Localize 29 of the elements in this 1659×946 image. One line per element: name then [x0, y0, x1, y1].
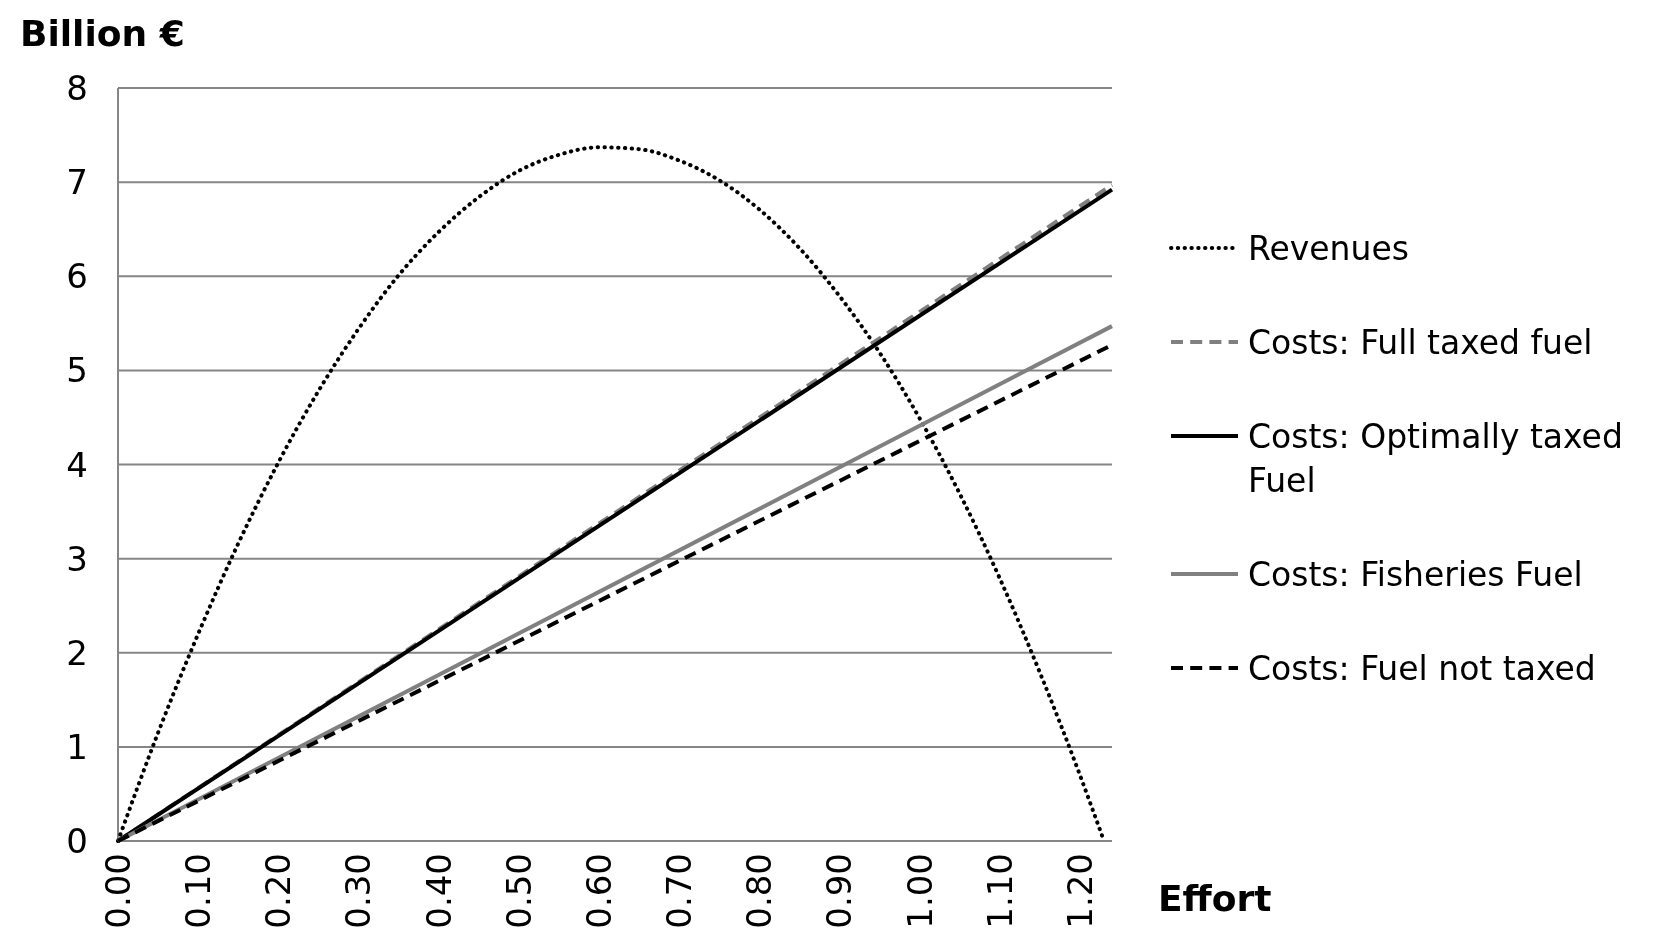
x-tick-label: 0.20 [258, 853, 299, 929]
x-tick-label: 0.40 [418, 853, 459, 929]
y-tick-label: 2 [66, 632, 88, 673]
x-tick-label: 1.00 [899, 853, 940, 929]
legend-label: Costs: Optimally taxed Fuel [1248, 416, 1623, 500]
x-tick-label: 0.80 [739, 853, 780, 929]
y-tick-label: 3 [66, 538, 88, 579]
x-tick-label: 0.10 [178, 853, 219, 929]
x-tick-label: 1.10 [979, 853, 1020, 929]
y-tick-label: 0 [66, 821, 88, 861]
y-tick-label: 7 [66, 162, 88, 203]
legend-label: Costs: Fuel not taxed [1248, 648, 1596, 688]
y-tick-label: 8 [66, 68, 88, 108]
y-axis-title: Billion € [20, 13, 185, 54]
x-tick-label: 0.60 [578, 853, 619, 929]
y-tick-label: 6 [66, 256, 88, 297]
x-tick-label: 0.00 [98, 853, 138, 929]
y-tick-label: 5 [66, 350, 88, 391]
y-tick-label: 4 [66, 444, 88, 485]
x-tick-label: 0.70 [659, 853, 700, 929]
x-axis-title: Effort [1158, 878, 1272, 919]
x-tick-label: 1.20 [1059, 853, 1100, 929]
legend-label: Costs: Fisheries Fuel [1248, 554, 1583, 594]
y-tick-label: 1 [66, 726, 88, 767]
x-tick-label: 0.30 [338, 853, 379, 929]
x-tick-label: 0.50 [498, 853, 539, 929]
legend-label: Revenues [1248, 228, 1409, 268]
legend-label: Costs: Full taxed fuel [1248, 322, 1593, 362]
x-tick-label: 0.90 [819, 853, 860, 929]
